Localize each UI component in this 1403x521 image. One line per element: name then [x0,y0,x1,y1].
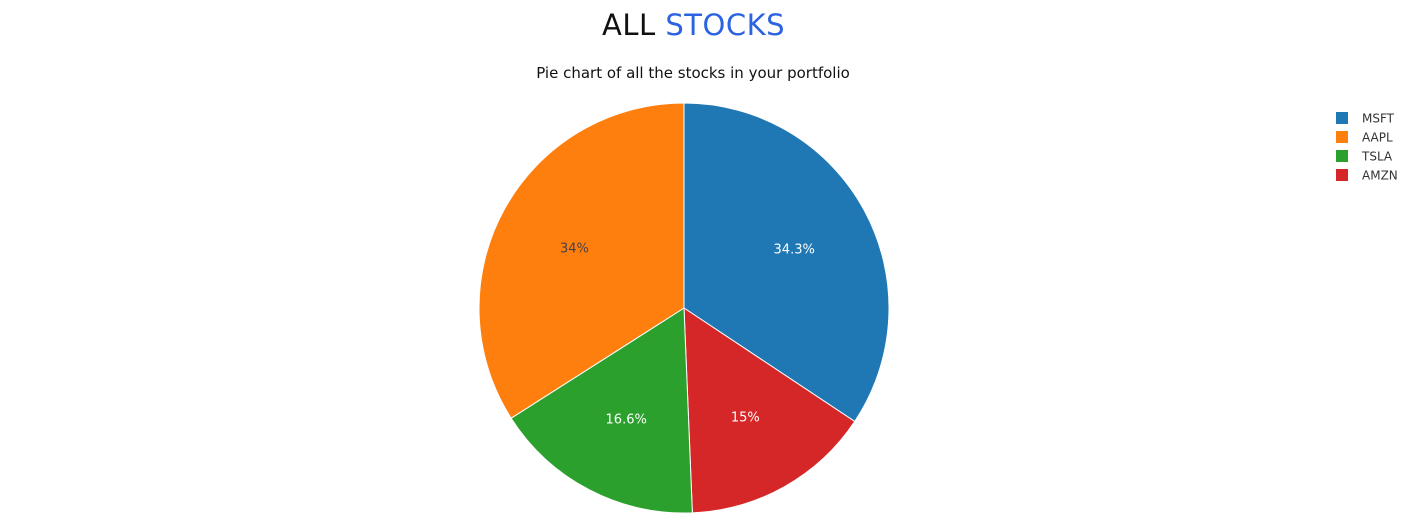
legend-item-amzn[interactable]: AMZN [1336,169,1398,183]
pie-slice-tsla[interactable] [510,307,693,514]
legend-swatch-tsla [1336,150,1348,162]
pie-slice-label-msft: 34.3% [774,242,815,257]
legend-label-aapl: AAPL [1362,131,1393,145]
legend-label-amzn: AMZN [1362,169,1398,183]
page-title-part1: ALL [602,8,656,42]
pie-slice-aapl[interactable] [478,102,685,419]
legend: MSFT AAPL TSLA AMZN [1336,112,1398,183]
pie-slice-label-aapl: 34% [560,241,589,256]
pie-slice-label-tsla: 16.6% [606,412,647,427]
legend-item-tsla[interactable]: TSLA [1336,150,1393,164]
legend-item-aapl[interactable]: AAPL [1336,131,1393,145]
page-title: ALL STOCKS [0,8,1387,42]
legend-label-msft: MSFT [1362,112,1395,126]
page-title-part2: STOCKS [665,8,785,42]
pie-slice-label-amzn: 15% [731,410,760,425]
legend-swatch-msft [1336,112,1348,124]
legend-label-tsla: TSLA [1361,150,1393,164]
pie-slices [478,102,890,514]
chart-title: Pie chart of all the stocks in your port… [536,64,850,82]
legend-swatch-aapl [1336,131,1348,143]
legend-item-msft[interactable]: MSFT [1336,112,1395,126]
pie-slice-labels: 34.3% 15% 16.6% 34% [560,241,815,427]
pie-slice-amzn[interactable] [683,307,856,514]
legend-swatch-amzn [1336,169,1348,181]
